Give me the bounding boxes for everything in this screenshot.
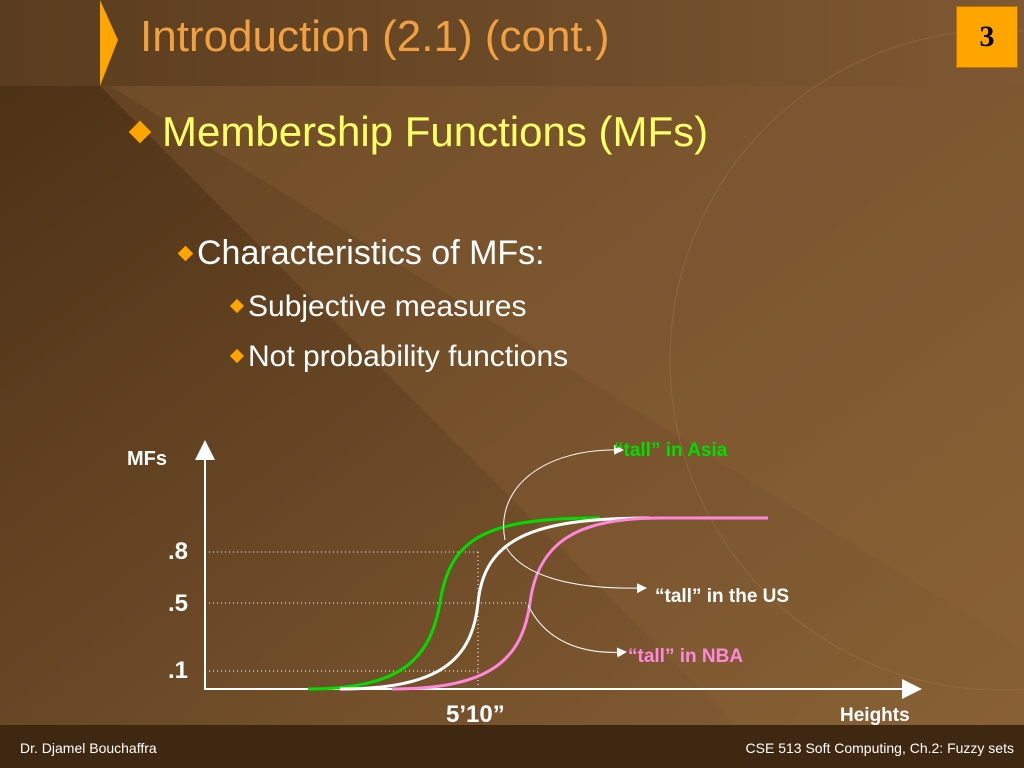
bullet-text: Characteristics of MFs: <box>197 234 545 272</box>
bullet-characteristics: Characteristics of MFs: <box>177 234 545 273</box>
y-tick-01: .1 <box>168 657 189 684</box>
x-marker-label: 5’10” <box>446 701 505 728</box>
y-axis-label: MFs <box>127 448 167 470</box>
bullet-text: Not probability functions <box>248 340 569 373</box>
footer-author: Dr. Djamel Bouchaffra <box>20 740 157 756</box>
slide-title: Introduction (2.1) (cont.) <box>140 12 610 61</box>
bullet-membership-functions: Membership Functions (MFs) <box>128 108 708 156</box>
annotation-arrow-asia <box>503 444 624 541</box>
bullet-text: Membership Functions (MFs) <box>162 108 709 155</box>
bullet-not-probability: Not probability functions <box>229 340 569 374</box>
label-tall-us: “tall” in the US <box>655 586 790 607</box>
label-tall-asia: “tall” in Asia <box>614 440 728 461</box>
bullet-subjective: Subjective measures <box>229 290 527 324</box>
y-tick-08: .8 <box>168 538 189 565</box>
bullet-text: Subjective measures <box>248 290 527 323</box>
curve-tall-us <box>339 516 651 691</box>
y-tick-05: .5 <box>168 590 189 617</box>
annotation-arrow-us <box>504 544 647 594</box>
label-tall-nba: “tall” in NBA <box>628 646 744 667</box>
annotation-arrow-nba <box>527 604 627 658</box>
curve-tall-asia <box>307 516 601 691</box>
footer-course: CSE 513 Soft Computing, Ch.2: Fuzzy sets <box>745 740 1014 756</box>
curve-tall-nba <box>391 516 768 691</box>
page-number: 3 <box>956 6 1018 68</box>
x-axis-label: Heights <box>840 705 910 726</box>
